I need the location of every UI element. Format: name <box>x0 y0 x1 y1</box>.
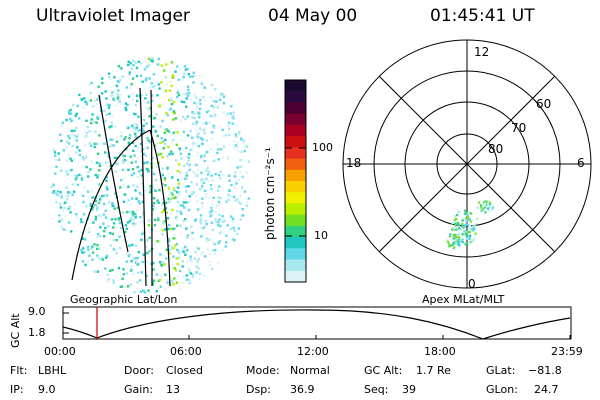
observation-time: 01:45:41 UT <box>430 6 535 26</box>
mlt-label-18: 18 <box>346 156 362 170</box>
altitude-curve <box>62 309 571 340</box>
glon-value: 24.7 <box>534 383 559 396</box>
glat-label: GLat: <box>486 364 516 377</box>
auroral-emission-apex <box>446 200 495 250</box>
altitude-ylabel: GC Alt <box>9 313 22 348</box>
apex-label: Apex MLat/MLT <box>422 293 505 306</box>
lat-label-80: 80 <box>488 142 504 156</box>
lat-label-60: 60 <box>536 97 552 111</box>
lat-label-70: 70 <box>511 121 527 135</box>
instrument-title: Ultraviolet Imager <box>36 6 190 26</box>
seq-value: 39 <box>402 383 416 396</box>
dsp-label: Dsp: <box>246 383 271 396</box>
ip-label: IP: <box>10 383 24 396</box>
flt-label: Flt: <box>10 364 28 377</box>
alt-tick-1-8: 1.8 <box>28 326 46 339</box>
colorbar-tick-100: 100 <box>312 141 333 154</box>
time-tick-0000: 00:00 <box>44 345 76 358</box>
mlt-label-0: 0 <box>468 277 476 291</box>
flt-value: LBHL <box>38 364 67 377</box>
mode-label: Mode: <box>246 364 280 377</box>
observation-date: 04 May 00 <box>268 6 358 26</box>
ip-value: 9.0 <box>38 383 56 396</box>
geographic-grid-lines <box>71 87 171 287</box>
mlt-label-12: 12 <box>474 45 490 59</box>
time-tick-1800: 18:00 <box>424 345 456 358</box>
time-tick-0600: 06:00 <box>170 345 202 358</box>
mode-value: Normal <box>290 364 330 377</box>
gain-label: Gain: <box>124 383 153 396</box>
colorbar-scale <box>285 80 306 283</box>
gcalt-value: 1.7 Re <box>416 364 451 377</box>
glon-label: GLon: <box>486 383 518 396</box>
time-tick-1200: 12:00 <box>297 345 329 358</box>
door-label: Door: <box>124 364 154 377</box>
glat-value: −81.8 <box>528 364 562 377</box>
door-value: Closed <box>166 364 203 377</box>
geographic-label: Geographic Lat/Lon <box>70 293 178 306</box>
dsp-value: 36.9 <box>290 383 315 396</box>
colorbar-tick-10: 10 <box>314 229 328 242</box>
seq-label: Seq: <box>364 383 389 396</box>
alt-tick-9: 9.0 <box>28 305 46 318</box>
gcalt-label: GC Alt: <box>364 364 403 377</box>
gain-value: 13 <box>166 383 180 396</box>
time-tick-2359: 23:59 <box>551 345 583 358</box>
mlt-label-6: 6 <box>577 156 585 170</box>
